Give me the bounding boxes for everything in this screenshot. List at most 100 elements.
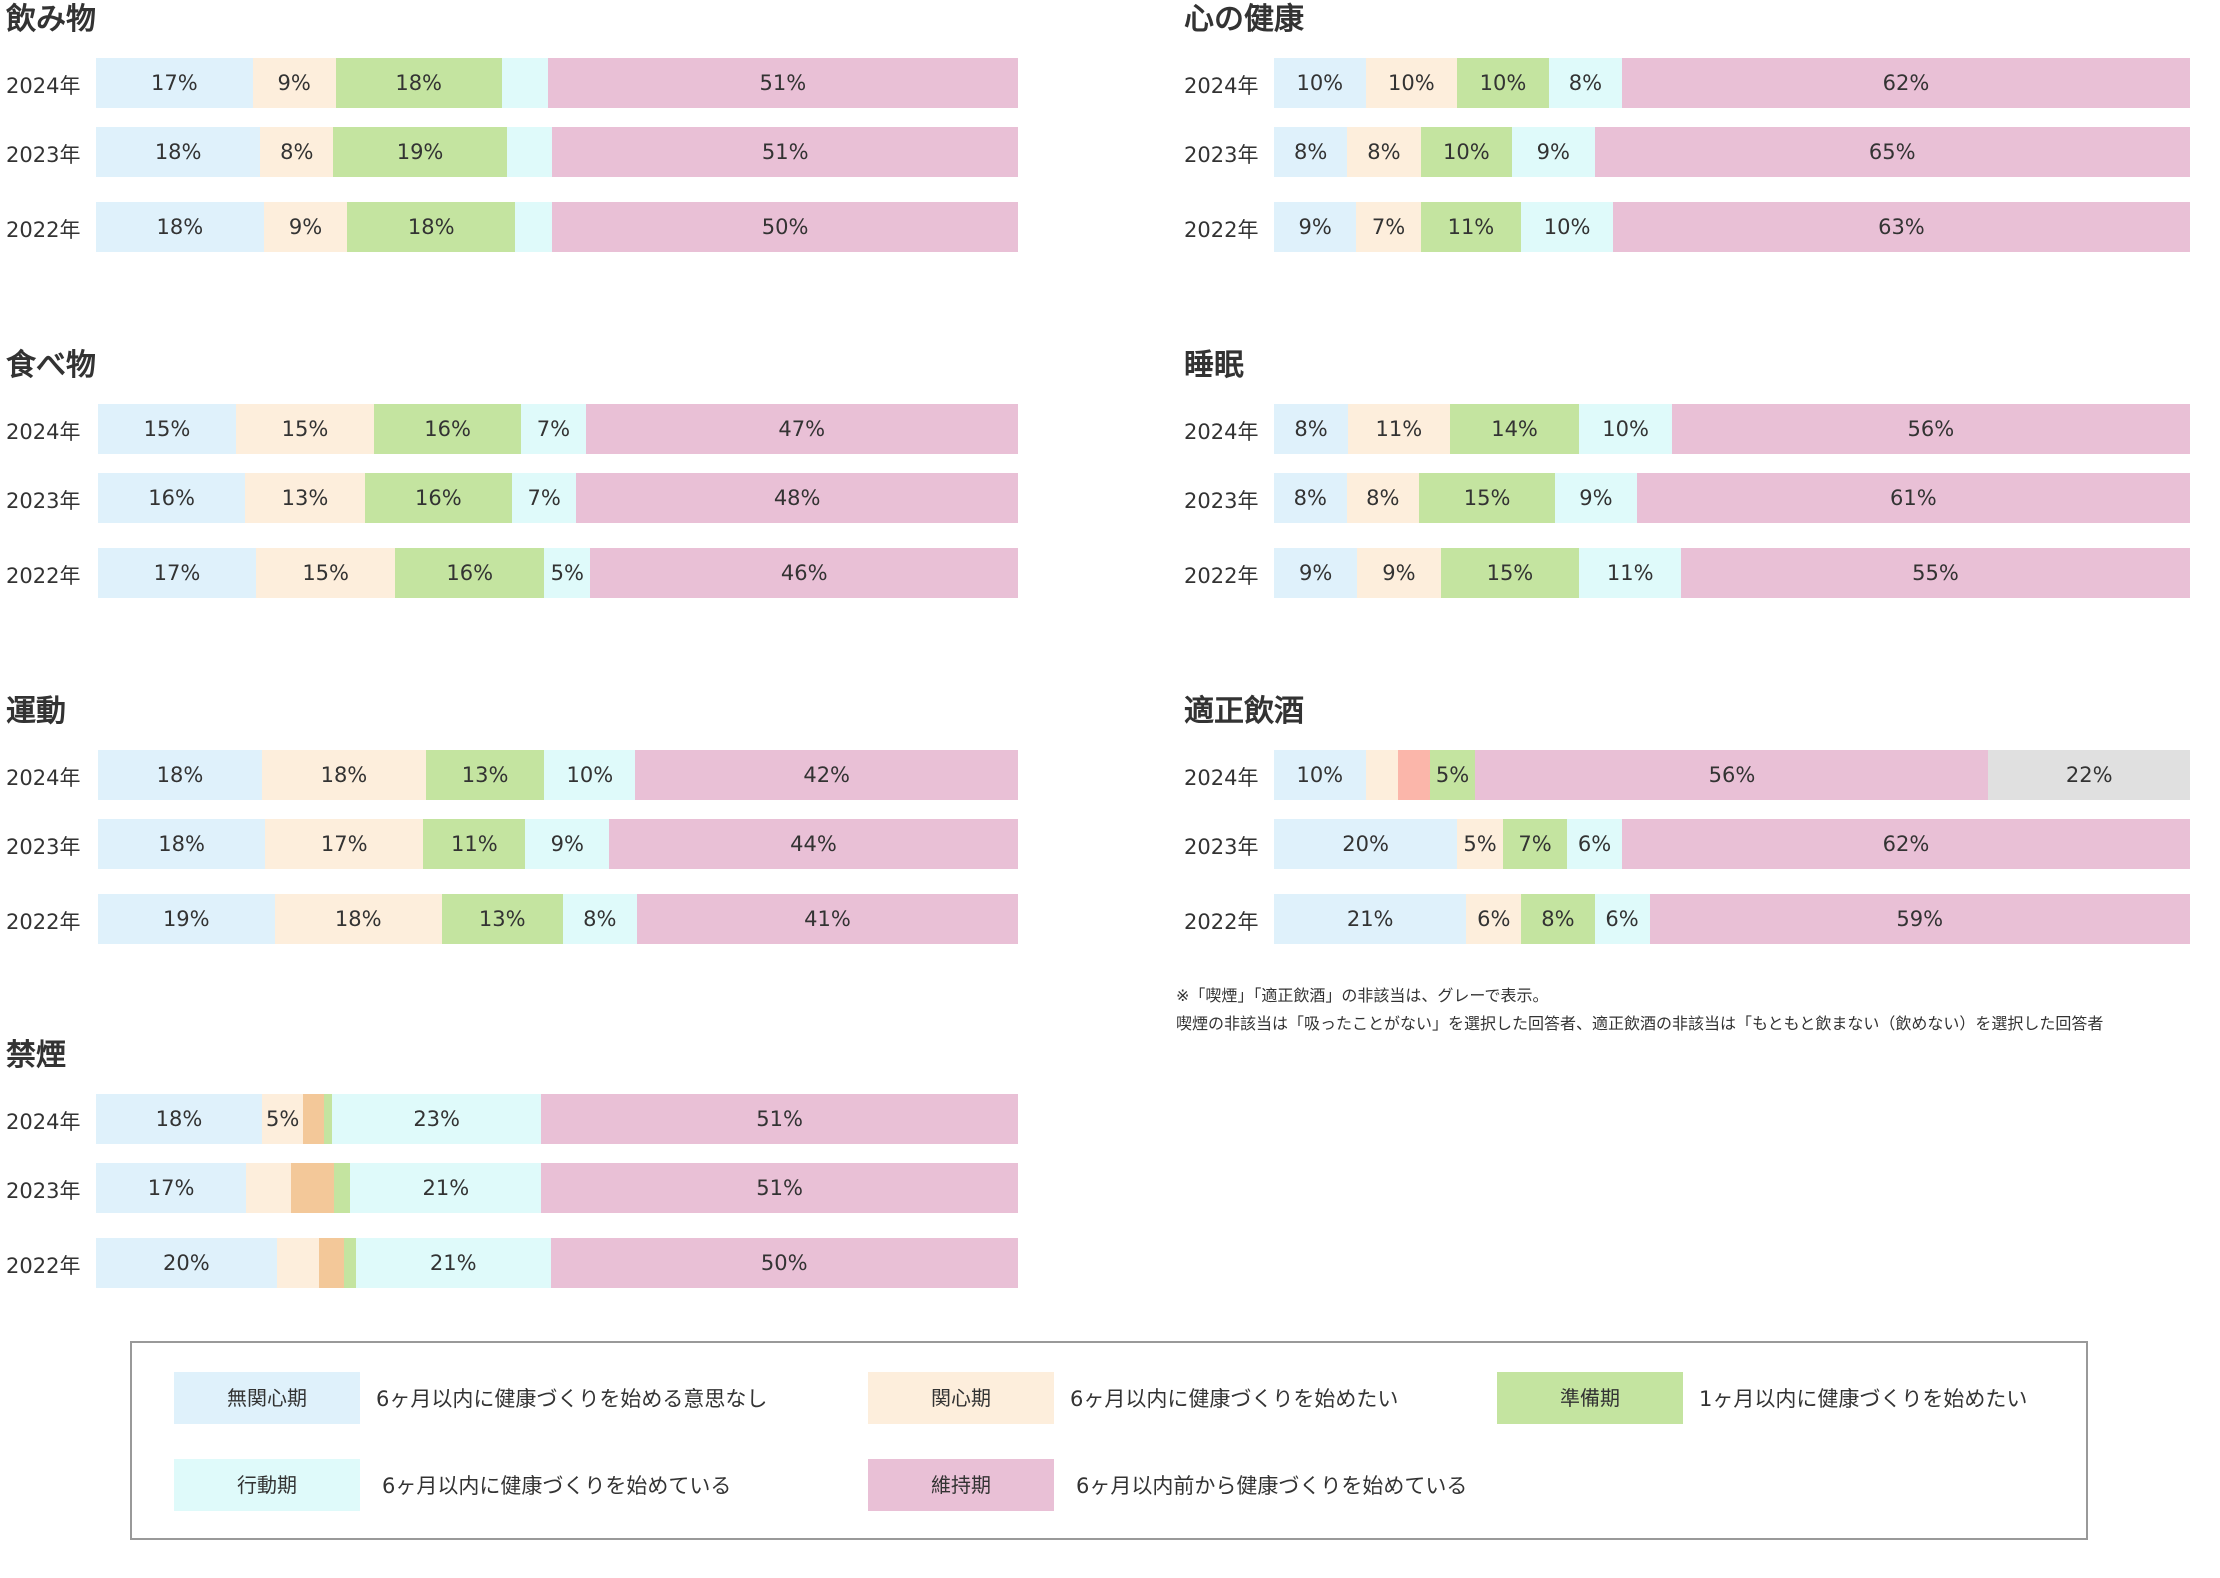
data-label: 63% <box>1878 215 1925 239</box>
bar-segment-kanshin: 10% <box>1365 58 1458 108</box>
legend-desc: 6ヶ月以内に健康づくりを始めたい <box>1070 1387 1399 1411</box>
bar-segment-mukanshin: 8% <box>1274 404 1349 454</box>
bar-segment-iji: 48% <box>576 473 1018 523</box>
legend-item-kanshin: 関心期 6ヶ月以内に健康づくりを始めたい <box>868 1372 1398 1424</box>
legend-swatch: 行動期 <box>174 1459 360 1511</box>
chart-title: 運動 <box>6 694 66 729</box>
data-label: 8% <box>1293 486 1327 510</box>
data-label: 15% <box>1463 486 1511 510</box>
stacked-bar: 20% 21% 50% <box>96 1238 1018 1288</box>
bar-segment-mukanshin: 17% <box>96 1163 247 1213</box>
legend-item-kodo: 行動期 6ヶ月以内に健康づくりを始めている <box>174 1459 731 1511</box>
footnote-line-2: 喫煙の非該当は「吸ったことがない」を選択した回答者、適正飲酒の非該当は「もともと… <box>1176 1014 2104 1033</box>
bar-segment-iji: 63% <box>1612 202 2190 252</box>
stacked-bar: 17% 21% 51% <box>96 1163 1018 1213</box>
chart-title: 適正飲酒 <box>1184 694 1304 729</box>
data-label: 6% <box>1605 907 1639 931</box>
data-label: 8% <box>1367 140 1401 164</box>
bar-row: 2024年 15% 15% 16% 7% 47% <box>6 404 1026 454</box>
bar-row: 2022年 9% 7% 11% 10% 63% <box>1184 202 2204 252</box>
bar-segment-iji: 62% <box>1622 58 2190 108</box>
year-label: 2023年 <box>6 489 81 513</box>
year-label: 2022年 <box>1184 218 1259 242</box>
data-label: 56% <box>1907 417 1955 441</box>
bar-segment-iji: 59% <box>1649 894 2190 944</box>
stacked-bar: 8% 8% 15% 9% 61% <box>1274 473 2190 523</box>
stacked-bar: 19% 18% 13% 8% 41% <box>98 894 1018 944</box>
year-label: 2022年 <box>1184 564 1259 588</box>
bar-segment-iji: 50% <box>552 202 1018 252</box>
legend-desc: 1ヶ月以内に健康づくりを始めたい <box>1699 1387 2028 1411</box>
bar-segment-iji: 51% <box>547 58 1018 108</box>
legend-swatch: 準備期 <box>1497 1372 1683 1424</box>
bar-segment-kodo: 7% <box>521 404 586 454</box>
data-label: 10% <box>1442 140 1490 164</box>
data-label: 13% <box>461 763 509 787</box>
bar-segment-kodo: 10% <box>1521 202 1613 252</box>
chart-title: 禁煙 <box>6 1038 66 1073</box>
bar-segment-junbi: 10% <box>1420 127 1513 177</box>
data-label: 47% <box>778 417 826 441</box>
year-label: 2024年 <box>1184 74 1259 98</box>
data-label: 61% <box>1890 486 1937 510</box>
bar-row: 2023年 16% 13% 16% 7% 48% <box>6 473 1026 523</box>
bar-segment-kodo <box>506 127 553 177</box>
data-label: 11% <box>451 832 498 856</box>
data-label: 18% <box>156 763 204 787</box>
data-label: 15% <box>281 417 329 441</box>
bar-segment-kanshin: 7% <box>1356 202 1421 252</box>
chart-6: 適正飲酒 2024年 10% 5% 56% 22% 2023年 20% 5% 7% 6% 62% 202… <box>1184 692 2204 952</box>
data-label: 18% <box>154 140 202 164</box>
year-label: 2024年 <box>6 74 81 98</box>
data-label: 10% <box>1602 417 1649 441</box>
bar-segment-junbi: 15% <box>1440 548 1580 598</box>
bar-segment-iji: 42% <box>635 750 1018 800</box>
chart-2: 心の健康 2024年 10% 10% 10% 8% 62% 2023年 8% 8% 10% 9% 65%… <box>1184 0 2204 260</box>
bar-segment-kodo: 6% <box>1594 894 1650 944</box>
bar-segment-kanshin <box>276 1238 320 1288</box>
data-label: 8% <box>1568 71 1603 95</box>
legend-swatch: 維持期 <box>868 1459 1054 1511</box>
data-label: 9% <box>277 71 311 95</box>
data-label: 17% <box>147 1176 195 1200</box>
bar-segment-iji: 55% <box>1681 548 2190 598</box>
data-label: 11% <box>1447 215 1495 239</box>
bar-segment-mukanshin: 20% <box>96 1238 277 1288</box>
bar-row: 2022年 18% 9% 18% 50% <box>6 202 1026 252</box>
data-label: 15% <box>1486 561 1534 585</box>
data-label: 7% <box>527 486 561 510</box>
bar-segment-iji: 44% <box>609 819 1018 869</box>
data-label: 10% <box>1296 763 1344 787</box>
data-label: 42% <box>803 763 851 787</box>
bar-segment-orange <box>303 1094 324 1144</box>
bar-row: 2022年 17% 15% 16% 5% 46% <box>6 548 1026 598</box>
bar-segment-junbi: 16% <box>374 404 522 454</box>
data-label: 18% <box>395 71 443 95</box>
data-label: 18% <box>155 1107 203 1131</box>
data-label: 17% <box>153 561 201 585</box>
chart-3: 食べ物 2024年 15% 15% 16% 7% 47% 2023年 16% 13% 16% 7% 48… <box>6 346 1026 606</box>
data-label: 16% <box>415 486 462 510</box>
data-label: 6% <box>1477 907 1511 931</box>
data-label: 41% <box>804 907 851 931</box>
footnote-line-1: ※「喫煙」「適正飲酒」の非該当は、グレーで表示。 <box>1176 986 1549 1005</box>
year-label: 2022年 <box>6 564 81 588</box>
stacked-bar: 16% 13% 16% 7% 48% <box>98 473 1018 523</box>
data-label: 11% <box>1606 561 1654 585</box>
footnote: ※「喫煙」「適正飲酒」の非該当は、グレーで表示。 喫煙の非該当は「吸ったことがな… <box>1176 982 2103 1038</box>
data-label: 9% <box>288 215 323 239</box>
year-label: 2022年 <box>1184 910 1259 934</box>
stacked-bar: 10% 5% 56% 22% <box>1274 750 2190 800</box>
bar-segment-kodo: 9% <box>525 819 610 869</box>
stacked-bar: 18% 17% 11% 9% 44% <box>98 819 1018 869</box>
data-label: 7% <box>1371 215 1406 239</box>
data-label: 8% <box>1294 417 1328 441</box>
data-label: 18% <box>158 832 205 856</box>
bar-segment-junbi: 19% <box>333 127 507 177</box>
bar-segment-kodo: 9% <box>1555 473 1637 523</box>
bar-segment-kanshin: 5% <box>1457 819 1503 869</box>
bar-segment-iji: 65% <box>1594 127 2190 177</box>
data-label: 65% <box>1868 140 1916 164</box>
bar-segment-iji: 51% <box>541 1094 1018 1144</box>
data-label: 48% <box>773 486 821 510</box>
